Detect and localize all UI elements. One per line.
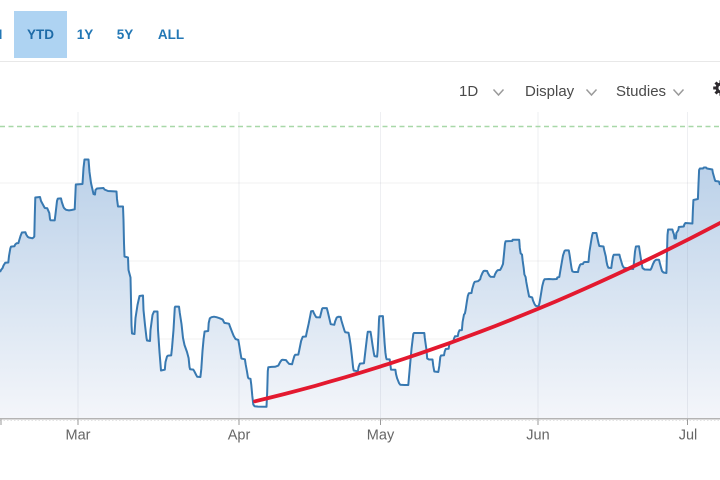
svg-text:Apr: Apr xyxy=(228,428,251,444)
svg-text:Mar: Mar xyxy=(66,428,91,444)
svg-text:Jun: Jun xyxy=(526,428,549,444)
svg-text:Jul: Jul xyxy=(679,428,698,444)
svg-text:May: May xyxy=(367,428,395,444)
